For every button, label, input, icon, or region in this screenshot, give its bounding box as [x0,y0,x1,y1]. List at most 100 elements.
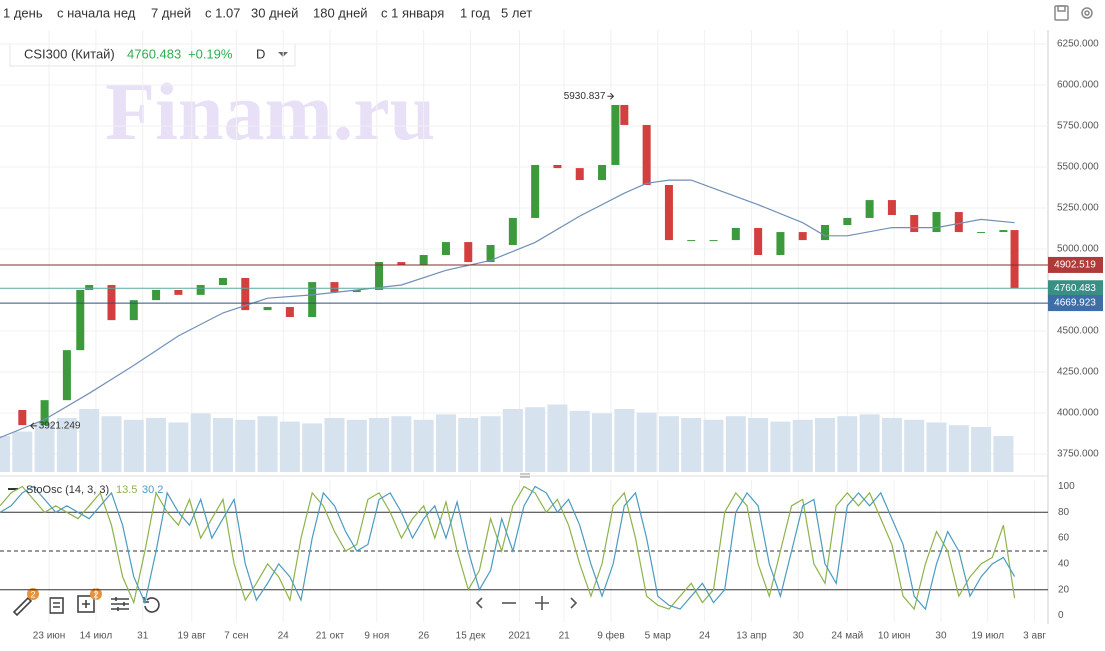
volume-bar [725,416,746,472]
x-tick-label: 30 [935,631,947,642]
stoch-line [0,485,1016,611]
x-tick-label: 21 [559,631,571,642]
y-tick-label: 4250.000 [1057,367,1099,378]
badge-text: 2 [30,589,35,599]
period-link[interactable]: 1 день [3,5,43,20]
candle [821,225,830,241]
volume-bar [435,414,456,472]
volume-bar [681,418,702,472]
volume-bar [926,422,947,472]
candle [40,400,49,426]
period-link[interactable]: с 1 января [381,5,444,20]
volume-bar [413,419,434,472]
annotation: 5930.837 [564,91,606,102]
candle [531,164,540,218]
candle [152,289,161,301]
draw-tools[interactable] [12,595,160,617]
candle [218,277,227,286]
y-tick-label: 5000.000 [1057,244,1099,255]
y-tick-label: 4000.000 [1057,408,1099,419]
x-tick-label: 24 [699,631,711,642]
volume-bar [34,422,55,472]
period-link[interactable]: с 1.07 [205,5,240,20]
volume-bar [792,419,813,472]
candle [709,240,718,242]
x-tick-label: 21 окт [316,631,345,642]
y-tick-label: 5750.000 [1057,121,1099,132]
period-link[interactable]: 180 дней [313,5,368,20]
x-tick-label: 24 май [831,631,863,642]
candle [196,285,205,295]
indicator-marker [8,488,18,490]
candle [330,282,339,293]
volume-bar [346,419,367,472]
x-tick-label: 30 [793,631,805,642]
volume-bar [636,412,657,472]
resize-handle[interactable] [520,473,530,478]
period-link[interactable]: 7 дней [151,5,191,20]
y-tick-label: 4500.000 [1057,326,1099,337]
annotation: 3921.249 [39,421,81,432]
volume-bar [569,410,590,472]
annotation-arrow [607,92,615,100]
volume-bar [770,421,791,472]
volume-bar [235,419,256,472]
candle [575,168,584,181]
volume-bar [658,416,679,472]
volume-bar [881,418,902,472]
annotation-arrow [30,422,37,430]
candle [241,277,250,311]
period-link[interactable]: 1 год [460,5,490,20]
volume-bar [502,409,523,472]
candle [910,215,919,233]
candle [419,255,428,266]
volume-bar [101,416,122,472]
candle [62,350,71,401]
period-link[interactable]: 30 дней [251,5,298,20]
volume-bar [190,413,211,472]
volume-bar [0,436,10,472]
save-icon[interactable] [1054,5,1069,21]
y-tick-label: 3750.000 [1057,449,1099,460]
volume-bar [748,418,769,472]
level-label: 4902.519 [1054,260,1096,271]
candle [1010,230,1019,289]
volume-bar [525,407,546,472]
volume-bar [703,419,724,472]
y-tick-label: 100 [1058,481,1075,492]
level-label: 4760.483 [1054,283,1096,294]
x-tick-label: 5 мар [645,631,672,642]
candle [263,307,272,311]
candle [486,245,495,263]
candle [553,164,562,169]
volume-bar [56,418,77,472]
volume-bar [79,409,100,472]
candle [776,232,785,256]
volume-bar [948,425,969,472]
level-badge [1048,256,1103,273]
period-link[interactable]: с начала нед [57,5,136,20]
candle [174,289,183,295]
y-tick-label: 5250.000 [1057,203,1099,214]
stoch-line [0,485,1016,611]
y-tick-label: 40 [1058,559,1070,570]
candle [107,285,116,321]
candle [129,300,138,321]
watermark: Finam.ru [105,66,435,157]
candle [620,104,629,125]
indicator-title: StoOsc (14, 3, 3) [26,484,109,496]
candle [687,240,696,242]
settings-icon[interactable] [1081,7,1093,19]
volume-bar [547,404,568,472]
candle [508,217,517,246]
candle [754,227,763,256]
candle [731,227,740,241]
level-label: 4669.923 [1054,298,1096,309]
period-link[interactable]: 5 лет [501,5,532,20]
nav[interactable] [475,596,578,610]
volume-bar [12,431,33,472]
volume-bar [279,421,300,472]
volume-bar [168,422,189,472]
y-tick-label: 5500.000 [1057,162,1099,173]
volume-bar [146,418,167,472]
